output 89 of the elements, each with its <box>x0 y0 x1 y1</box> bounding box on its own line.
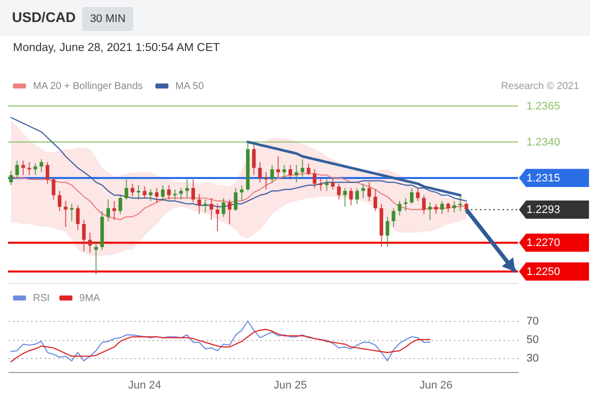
candlestick <box>404 198 408 212</box>
y-tick-label: 1.2315 <box>526 172 560 184</box>
candlestick <box>76 204 80 230</box>
candlestick <box>52 177 56 200</box>
candlestick <box>191 178 195 203</box>
y-tick-label: 30 <box>526 352 539 365</box>
y-tick-label: 50 <box>526 334 539 346</box>
candlestick <box>118 194 122 214</box>
y-tick-label: 1.2365 <box>526 100 560 112</box>
candlestick <box>204 199 208 213</box>
candlestick <box>337 183 341 200</box>
candlestick <box>136 184 140 200</box>
candlestick <box>392 208 396 228</box>
candlestick <box>167 184 171 200</box>
candlestick <box>440 200 444 214</box>
candlestick <box>331 177 335 190</box>
candlestick <box>343 188 347 208</box>
candlestick <box>228 199 232 224</box>
candlestick <box>446 202 450 213</box>
x-tick-label: Jun 26 <box>420 380 453 392</box>
legend-label: MA 50 <box>175 81 204 92</box>
candlestick <box>416 188 420 202</box>
candlestick <box>294 164 298 183</box>
y-tick-label: 1.2270 <box>526 237 560 250</box>
candlestick <box>179 188 183 200</box>
candlestick <box>210 198 214 220</box>
x-tick-label: Jun 24 <box>128 380 162 392</box>
candlestick <box>374 188 378 212</box>
candlestick <box>306 163 310 176</box>
candlestick <box>258 162 262 183</box>
candlestick <box>142 186 146 199</box>
candlestick <box>288 164 292 180</box>
candlestick <box>434 203 438 214</box>
candlestick <box>94 240 98 275</box>
candlestick <box>82 219 86 252</box>
chart-subtitle: Monday, June 28, 2021 1:50:54 AM CET <box>13 42 220 54</box>
candlestick <box>130 183 134 198</box>
candlestick <box>154 188 159 203</box>
y-tick-label: 70 <box>526 316 539 328</box>
candlestick <box>318 177 322 192</box>
candlestick <box>161 184 165 202</box>
candlestick <box>185 178 189 199</box>
candlestick <box>70 203 74 222</box>
candlestick <box>458 196 462 212</box>
y-tick-label: 1.2340 <box>526 136 560 148</box>
candlestick <box>428 202 432 220</box>
candlestick <box>234 188 238 212</box>
candlestick <box>398 200 402 216</box>
line-series <box>246 140 462 197</box>
candlestick <box>252 144 256 176</box>
legend-label: RSI <box>33 293 50 304</box>
legend-label: 9MA <box>79 293 100 304</box>
candlestick <box>216 203 220 232</box>
candlestick <box>21 160 25 176</box>
line-series <box>10 320 431 362</box>
candlestick <box>64 200 68 228</box>
candlestick <box>40 158 44 173</box>
candlestick <box>197 193 202 214</box>
text: Research © 2021 <box>501 81 580 92</box>
candlestick <box>367 182 372 202</box>
candlestick <box>264 172 268 190</box>
candlestick <box>312 168 316 189</box>
legend-label: MA 20 + Bollinger Bands <box>33 81 143 92</box>
candlestick <box>349 188 353 206</box>
candlestick <box>15 160 19 178</box>
candlestick <box>9 170 13 186</box>
line-series <box>10 328 431 362</box>
y-tick-label: 1.2293 <box>526 204 560 216</box>
y-tick-label: 1.2250 <box>526 266 560 278</box>
candlestick <box>240 184 244 202</box>
text: 30 MIN <box>90 13 126 25</box>
candlestick <box>270 164 274 183</box>
candlestick <box>222 198 226 218</box>
candlestick <box>58 190 62 212</box>
candlestick <box>300 158 304 178</box>
candlestick <box>27 162 32 176</box>
candlestick <box>34 163 38 176</box>
candlestick <box>410 188 414 204</box>
candlestick <box>422 194 426 214</box>
candlestick <box>88 232 92 254</box>
candlestick <box>386 216 390 248</box>
candlestick <box>361 183 365 199</box>
candlestick <box>124 178 128 200</box>
x-tick-label: Jun 25 <box>274 380 307 392</box>
candlestick <box>355 188 359 204</box>
candlestick <box>112 200 116 220</box>
candlestick <box>106 199 110 222</box>
candlestick <box>46 162 50 184</box>
chart-title: USD/CAD <box>12 9 76 25</box>
